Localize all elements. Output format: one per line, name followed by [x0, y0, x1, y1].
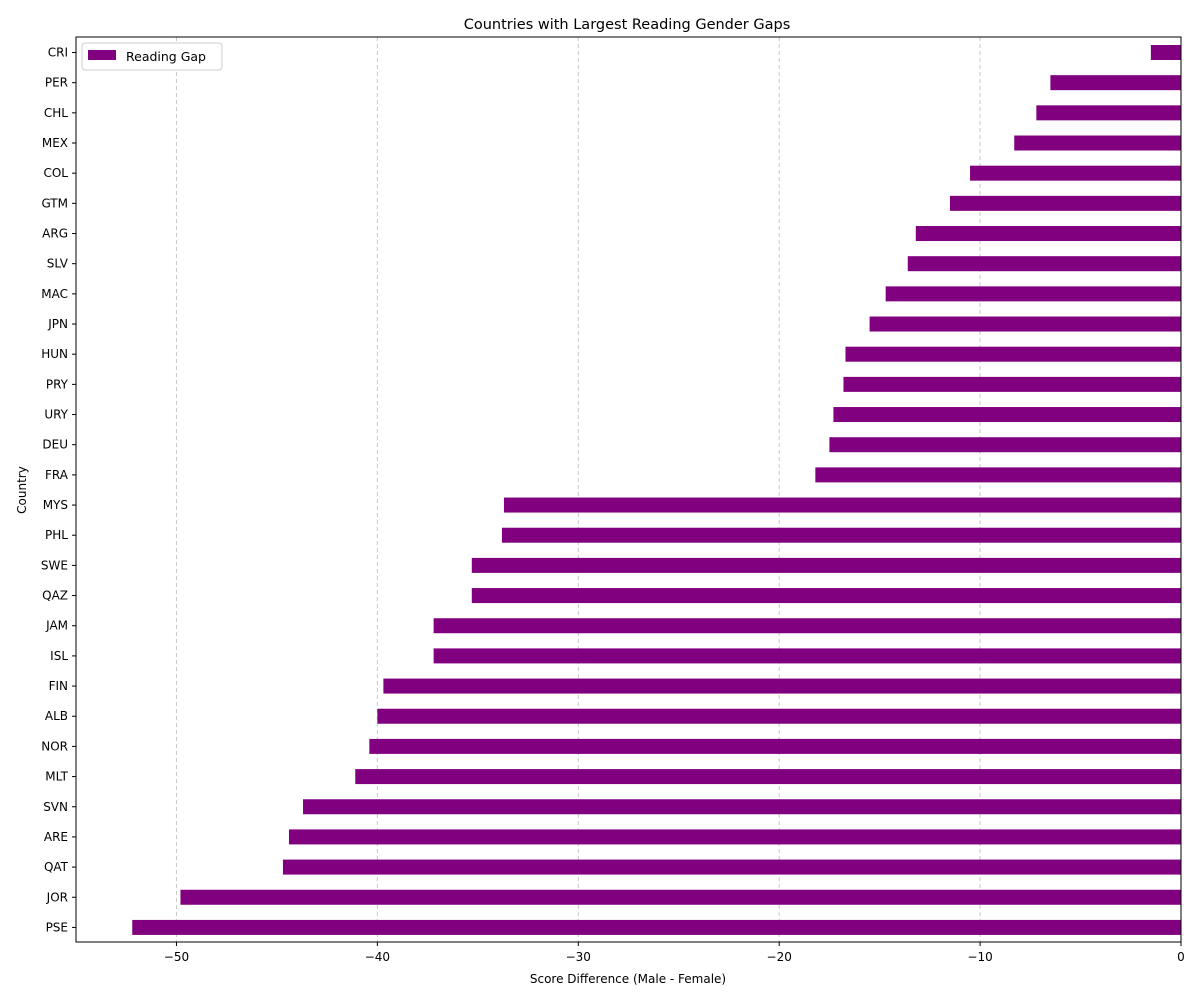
y-tick-label: MEX	[42, 136, 68, 150]
legend-box	[81, 42, 223, 71]
legend: Reading Gap	[81, 42, 223, 71]
bar-col	[970, 165, 1181, 181]
x-tick-label: −20	[767, 950, 792, 964]
y-tick-label: COL	[43, 166, 68, 180]
y-tick-label: SWE	[41, 558, 68, 572]
x-tick-label: −40	[365, 950, 390, 964]
y-tick-label: MYS	[43, 498, 68, 512]
y-tick-label: HUN	[41, 347, 68, 361]
bar-per	[1050, 75, 1181, 91]
bar-qaz	[471, 588, 1182, 604]
bar-phl	[501, 527, 1182, 543]
y-tick-label: PER	[45, 76, 68, 90]
bar-jam	[433, 618, 1182, 634]
y-tick-label: JPN	[47, 317, 68, 331]
y-tick-label: DEU	[42, 438, 68, 452]
y-tick-label: FRA	[45, 468, 69, 482]
y-tick-label: ARG	[42, 227, 68, 241]
bar-arg	[915, 226, 1181, 242]
bar-gtm	[949, 195, 1181, 211]
y-tick-label: ISL	[50, 649, 68, 663]
bars	[132, 45, 1182, 935]
bar-mex	[1014, 135, 1181, 151]
bar-alb	[377, 708, 1181, 724]
bar-are	[288, 829, 1181, 845]
bar-ury	[833, 407, 1181, 423]
y-tick-label: NOR	[41, 739, 68, 753]
x-tick-label: 0	[1177, 950, 1185, 964]
bar-fra	[815, 467, 1181, 483]
bar-qat	[282, 859, 1181, 875]
x-tick-label: −30	[566, 950, 591, 964]
bar-swe	[471, 557, 1182, 573]
bar-pry	[843, 376, 1181, 392]
y-tick-label: GTM	[41, 196, 68, 210]
y-tick-label: SLV	[47, 257, 69, 271]
bar-svn	[303, 799, 1181, 815]
x-tick-label: −10	[967, 950, 992, 964]
y-axis-label: Country	[15, 466, 29, 514]
bar-chl	[1036, 105, 1181, 121]
y-tick-label: MAC	[41, 287, 68, 301]
legend-swatch	[88, 50, 116, 60]
y-tick-label: CRI	[48, 46, 68, 60]
chart-title: Countries with Largest Reading Gender Ga…	[464, 17, 791, 33]
bar-fin	[383, 678, 1182, 694]
y-tick-label: ALB	[45, 709, 68, 723]
bar-isl	[433, 648, 1182, 664]
y-tick-label: PRY	[46, 377, 69, 391]
bar-cri	[1150, 45, 1181, 60]
y-tick-label: SVN	[43, 800, 68, 814]
bar-jor	[180, 889, 1182, 905]
bar-deu	[829, 437, 1181, 453]
bar-mac	[885, 286, 1181, 302]
y-tick-label: FIN	[49, 679, 68, 693]
plot-frame	[75, 36, 1182, 943]
bar-mys	[503, 497, 1181, 513]
bar-hun	[845, 346, 1181, 362]
y-tick-label: CHL	[44, 106, 68, 120]
bar-pse	[132, 919, 1182, 935]
y-tick-label: QAT	[44, 860, 69, 874]
legend-label: Reading Gap	[126, 49, 206, 64]
x-tick-label: −50	[164, 950, 189, 964]
bar-slv	[907, 256, 1181, 272]
x-axis-label: Score Difference (Male - Female)	[530, 972, 726, 986]
y-tick-label: JOR	[46, 890, 68, 904]
y-tick-label: PHL	[45, 528, 68, 542]
bar-mlt	[355, 769, 1181, 785]
grid-lines	[175, 37, 981, 942]
y-tick-label: URY	[44, 408, 68, 422]
y-tick-label: PSE	[46, 920, 68, 934]
y-tick-label: MLT	[45, 770, 68, 784]
y-axis: CRI PER CHL MEX COL GTM ARG SLV MAC JPN HUN PRY URY D…	[41, 46, 76, 934]
bar-jpn	[869, 316, 1181, 332]
x-axis: −50 −40 −30 −20 −10 0	[164, 942, 1185, 964]
y-tick-label: ARE	[44, 830, 68, 844]
y-tick-label: JAM	[45, 619, 68, 633]
y-tick-label: QAZ	[42, 589, 68, 603]
bar-nor	[369, 738, 1181, 754]
